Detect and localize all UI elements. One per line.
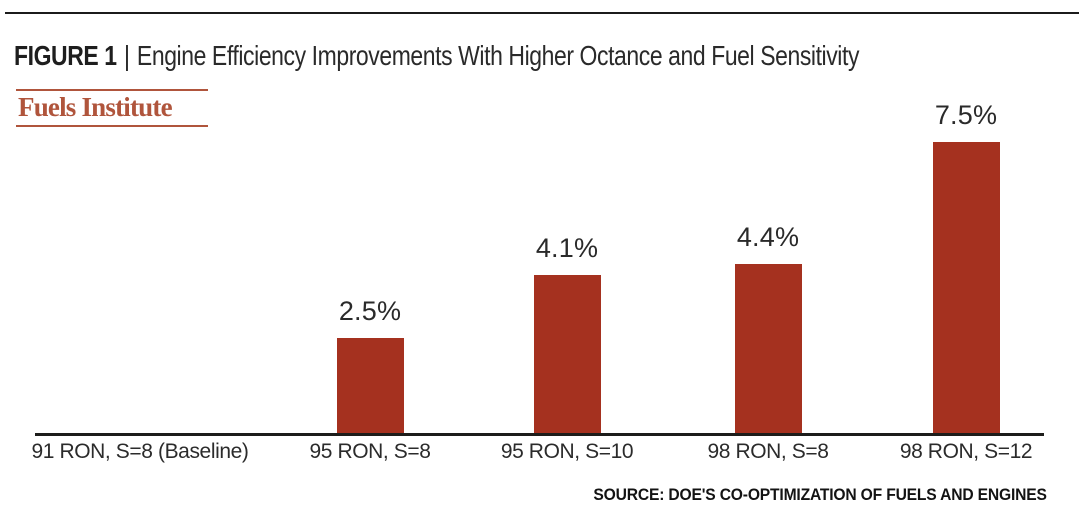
bar-value-label: 2.5% — [338, 296, 402, 326]
x-axis-label: 98 RON, S=12 — [899, 440, 1033, 463]
logo-text: Fuels Institute — [18, 92, 173, 122]
bar — [932, 142, 1000, 436]
x-axis-line — [35, 433, 1044, 436]
bar-value-label: 4.1% — [535, 233, 599, 263]
bar — [533, 275, 601, 436]
figure-title: FIGURE 1 | Engine Efficiency Improvements … — [14, 40, 859, 72]
x-axis-label: 95 RON, S=10 — [500, 440, 634, 463]
x-axis-label: 91 RON, S=8 (Baseline) — [31, 440, 249, 463]
title-separator: | — [123, 40, 130, 71]
figure-title-text: Engine Efficiency Improvements With High… — [136, 40, 860, 71]
bar — [336, 338, 404, 436]
figure-label: FIGURE 1 — [14, 40, 117, 71]
bar-value-label: 7.5% — [934, 100, 998, 130]
bar-value-label: 4.4% — [736, 222, 800, 252]
x-axis-label: 98 RON, S=8 — [707, 440, 829, 463]
bar — [734, 264, 802, 436]
source-note: SOURCE: DOE'S CO-OPTIMIZATION OF FUELS A… — [593, 485, 1047, 504]
fuels-institute-logo: Fuels Institute — [16, 89, 208, 127]
top-divider — [5, 12, 1079, 14]
x-axis-label: 95 RON, S=8 — [309, 440, 431, 463]
